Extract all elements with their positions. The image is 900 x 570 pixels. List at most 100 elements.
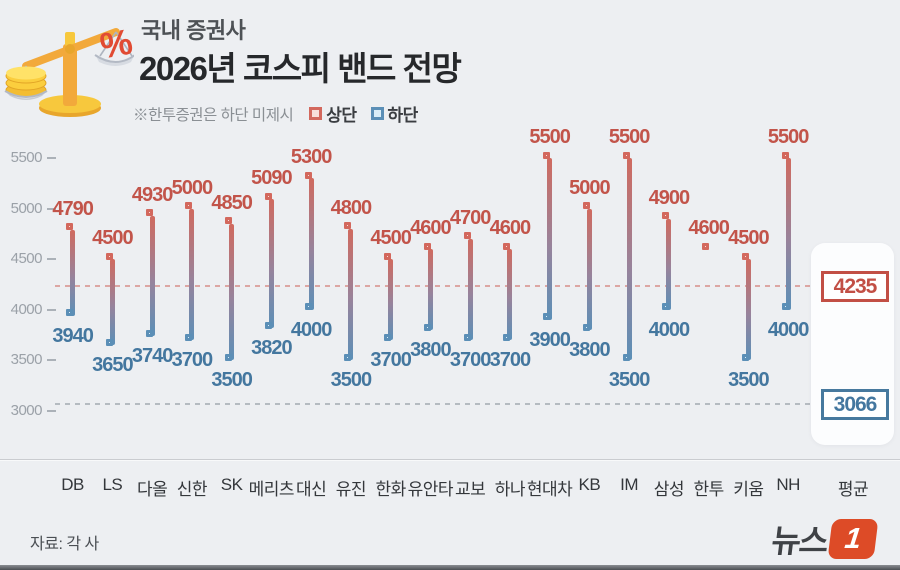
lower-value-label: 3820 bbox=[251, 337, 292, 360]
page-title: 2026년 코스피 밴드 전망 bbox=[139, 50, 462, 87]
lower-value-label: 4000 bbox=[290, 318, 332, 341]
lower-marker-LS bbox=[105, 338, 113, 346]
company-label-NH: NH bbox=[776, 475, 800, 494]
upper-value-label: 4500 bbox=[92, 227, 133, 250]
upper-marker-교보 bbox=[463, 232, 471, 240]
upper-value-label: 4500 bbox=[370, 227, 411, 250]
band-line-유진 bbox=[348, 228, 354, 361]
company-label-삼성: 삼성 bbox=[653, 480, 685, 499]
lower-value-label: 3700 bbox=[489, 349, 531, 372]
bottom-accent-bar bbox=[0, 565, 900, 570]
news1-logo-text: 뉴스 bbox=[769, 523, 829, 559]
lower-marker-NH bbox=[781, 303, 789, 311]
company-label-DB: DB bbox=[61, 475, 84, 494]
lower-marker-교보 bbox=[463, 333, 471, 341]
legend-label-upper: 상단 bbox=[326, 106, 357, 125]
band-line-유안타 bbox=[427, 249, 433, 331]
lower-marker-대신 bbox=[304, 303, 312, 311]
band-line-한화 bbox=[388, 259, 394, 341]
y-tick-label: 4000 bbox=[10, 300, 43, 318]
upper-value-label: 4700 bbox=[449, 206, 491, 229]
band-line-삼성 bbox=[666, 218, 672, 310]
lower-marker-DB bbox=[66, 309, 74, 317]
company-label-IM: IM bbox=[620, 475, 639, 494]
lower-marker-유안타 bbox=[423, 323, 431, 331]
upper-value-label: 5000 bbox=[569, 176, 610, 199]
y-tick-mark bbox=[47, 410, 56, 412]
lower-marker-삼성 bbox=[662, 303, 670, 311]
lower-marker-하나 bbox=[503, 333, 511, 341]
company-label-키움: 키움 bbox=[733, 480, 764, 499]
band-line-현대차 bbox=[547, 158, 553, 320]
legend-item-lower: 하단 bbox=[370, 101, 419, 126]
legend: 상단 하단 bbox=[309, 101, 418, 126]
upper-value-label: 4930 bbox=[131, 183, 173, 206]
band-line-교보 bbox=[467, 238, 473, 341]
upper-marker-SK bbox=[225, 217, 233, 225]
upper-marker-한화 bbox=[384, 252, 392, 260]
lower-value-label: 3500 bbox=[330, 369, 372, 392]
band-line-DB bbox=[70, 229, 76, 316]
band-line-키움 bbox=[745, 259, 751, 361]
note-and-legend: ※한투증권은 하단 미제시 상단 하단 bbox=[133, 101, 418, 126]
company-label-KB: KB bbox=[578, 475, 601, 494]
company-label-메리츠: 메리츠 bbox=[248, 480, 295, 499]
news1-logo: 뉴스 1 bbox=[769, 516, 879, 562]
upper-marker-NH bbox=[781, 151, 789, 159]
y-tick-mark bbox=[47, 359, 56, 362]
band-line-대신 bbox=[308, 178, 314, 310]
upper-value-label: 5500 bbox=[767, 126, 809, 148]
upper-marker-IM bbox=[622, 151, 630, 159]
legend-item-upper: 상단 bbox=[309, 101, 357, 126]
y-tick-label: 3500 bbox=[10, 351, 43, 369]
average-lower-box: 3066 bbox=[821, 388, 889, 420]
lower-marker-현대차 bbox=[543, 313, 551, 321]
company-label-한화: 한화 bbox=[375, 480, 406, 499]
upper-marker-메리츠 bbox=[264, 192, 272, 200]
lower-value-label: 3740 bbox=[131, 345, 173, 368]
lower-swatch-icon bbox=[370, 107, 384, 120]
lower-marker-IM bbox=[622, 353, 630, 361]
upper-value-label: 4500 bbox=[728, 227, 769, 250]
upper-value-label: 5500 bbox=[529, 126, 570, 148]
company-label-현대차: 현대차 bbox=[526, 480, 573, 499]
upper-marker-현대차 bbox=[543, 151, 551, 159]
band-line-IM bbox=[626, 158, 632, 361]
upper-value-label: 5000 bbox=[171, 176, 213, 199]
legend-label-lower: 하단 bbox=[387, 106, 419, 125]
upper-value-label: 4600 bbox=[489, 217, 531, 240]
company-label-SK: SK bbox=[220, 475, 243, 494]
y-tick-mark bbox=[47, 308, 56, 311]
lower-value-label: 3700 bbox=[449, 349, 491, 372]
y-tick-mark bbox=[47, 157, 56, 159]
upper-marker-삼성 bbox=[662, 212, 670, 220]
band-line-NH bbox=[785, 158, 791, 310]
upper-marker-유안타 bbox=[423, 242, 431, 250]
y-tick-label: 3000 bbox=[10, 402, 43, 419]
y-tick-label: 4500 bbox=[10, 250, 43, 268]
lower-value-label: 3900 bbox=[529, 328, 570, 351]
upper-marker-유진 bbox=[344, 222, 352, 230]
band-line-SK bbox=[229, 223, 235, 361]
avg-upper-dash-line bbox=[55, 285, 812, 288]
lower-marker-유진 bbox=[344, 353, 352, 361]
lower-value-label: 3800 bbox=[410, 339, 451, 362]
lower-marker-한화 bbox=[384, 333, 392, 341]
lower-value-label: 3500 bbox=[608, 369, 650, 392]
lower-value-label: 4000 bbox=[767, 318, 809, 341]
company-label-유안타: 유안타 bbox=[407, 480, 454, 499]
lower-marker-메리츠 bbox=[264, 321, 272, 329]
upper-marker-하나 bbox=[503, 242, 511, 250]
company-label-한투: 한투 bbox=[693, 480, 724, 499]
balance-scale-icon: % bbox=[4, 21, 134, 117]
upper-value-label: 4600 bbox=[688, 217, 729, 240]
upper-swatch-icon bbox=[309, 107, 323, 120]
lower-marker-KB bbox=[582, 323, 590, 331]
upper-marker-한투 bbox=[702, 242, 710, 250]
lower-value-label: 3800 bbox=[569, 339, 610, 362]
lower-marker-SK bbox=[225, 353, 233, 361]
lower-value-label: 3500 bbox=[211, 369, 252, 392]
company-label-교보: 교보 bbox=[454, 480, 486, 499]
band-line-KB bbox=[586, 208, 592, 331]
